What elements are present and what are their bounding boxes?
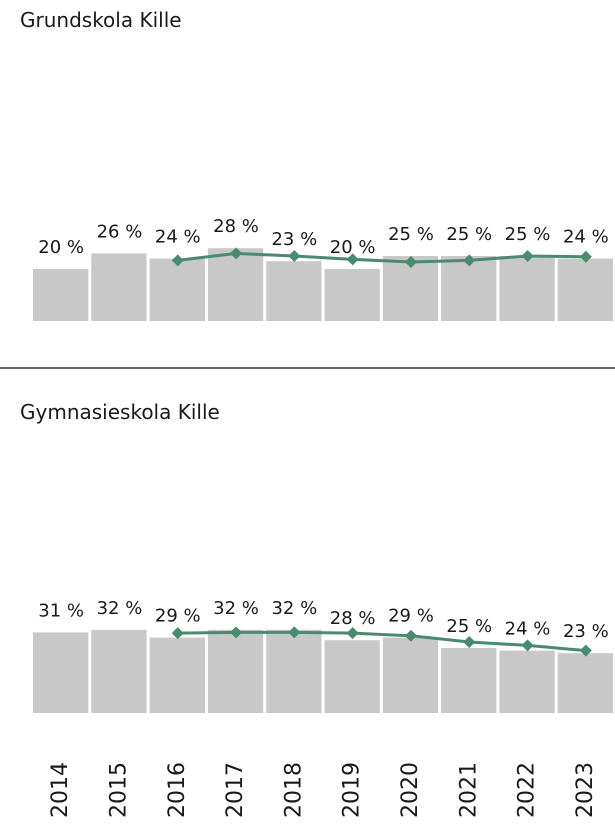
x-tick-label: 2021: [456, 762, 481, 818]
trend-marker: [463, 254, 476, 267]
value-label: 29 %: [388, 606, 434, 627]
value-label: 26 %: [97, 221, 143, 242]
bar: [91, 629, 147, 713]
trend-marker: [579, 644, 592, 657]
bar: [266, 261, 322, 321]
bar: [557, 653, 613, 713]
bar: [149, 258, 205, 321]
trend-marker: [171, 627, 184, 640]
value-label: 31 %: [38, 600, 84, 621]
trend-marker: [230, 247, 243, 260]
value-label: 25 %: [505, 224, 551, 245]
bar: [207, 248, 264, 321]
bar: [382, 637, 439, 713]
trend-marker: [521, 250, 534, 262]
x-tick-label: 2018: [281, 762, 306, 818]
trend-marker: [230, 626, 243, 639]
value-label: 23 %: [271, 229, 317, 250]
x-tick-label: 2017: [223, 762, 248, 818]
trend-marker: [346, 627, 359, 640]
value-label: 25 %: [388, 224, 434, 245]
trend-marker: [404, 255, 417, 268]
trend-line: [177, 251, 586, 264]
value-label: 32 %: [213, 598, 259, 619]
value-label: 32 %: [97, 598, 143, 619]
value-label: 23 %: [563, 621, 609, 642]
chart-title: Grundskola Kille: [20, 8, 182, 32]
trend-marker: [288, 250, 301, 262]
value-label: 20 %: [38, 237, 84, 258]
x-tick-label: 2019: [340, 762, 365, 818]
trend-marker: [346, 253, 359, 266]
trend-marker: [404, 629, 417, 642]
value-label: 32 %: [271, 598, 317, 619]
x-tick-label: 2022: [515, 762, 540, 818]
value-label: 25 %: [446, 616, 492, 637]
trend-marker: [288, 626, 301, 639]
value-label: 25 %: [446, 224, 492, 245]
trend-marker: [463, 636, 476, 649]
value-label: 28 %: [213, 216, 259, 237]
bar: [499, 256, 555, 321]
chart-title: Gymnasieskola Kille: [20, 400, 220, 424]
x-tick-label: 2015: [106, 762, 131, 818]
value-label: 24 %: [155, 227, 201, 248]
value-label: 20 %: [330, 237, 376, 258]
bar: [149, 637, 205, 713]
value-label: 24 %: [563, 227, 609, 248]
value-label: 24 %: [505, 619, 551, 640]
bar: [499, 650, 555, 713]
bar: [33, 269, 89, 321]
trend-marker: [521, 639, 534, 652]
bar: [324, 269, 380, 321]
bar: [557, 258, 613, 321]
x-tick-label: 2020: [398, 762, 423, 818]
trend-marker: [171, 254, 184, 267]
bar: [441, 648, 497, 713]
bar: [91, 253, 147, 321]
trend-marker: [579, 250, 592, 263]
bar: [441, 256, 497, 321]
x-tick-label: 2016: [165, 762, 190, 818]
bar: [324, 640, 380, 713]
value-label: 28 %: [330, 608, 376, 629]
value-label: 29 %: [155, 606, 201, 627]
x-tick-label: 2014: [48, 762, 73, 818]
bar: [266, 629, 322, 713]
bar: [207, 629, 264, 713]
bar: [33, 632, 89, 713]
trend-line: [177, 630, 586, 653]
x-tick-label: 2023: [573, 762, 598, 818]
